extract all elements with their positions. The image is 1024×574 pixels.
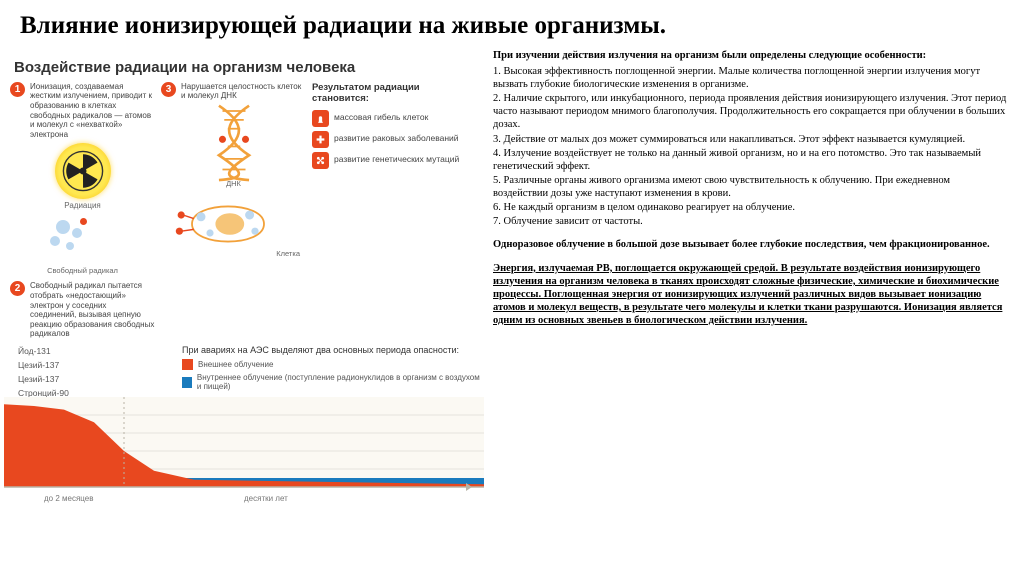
text-column: При изучении действия излучения на орган…	[485, 49, 1019, 343]
step-1: 1 Ионизация, создаваемая жестким излучен…	[10, 82, 155, 140]
legend-row-1: Внешнее облучение	[182, 359, 484, 370]
infographic-col-ionization: 1 Ионизация, создаваемая жестким излучен…	[10, 82, 155, 343]
bold-underlined-para: Энергия, излучаемая РВ, поглощается окру…	[493, 262, 1007, 328]
infographic-title: Воздействие радиации на организм человек…	[4, 53, 484, 80]
radiation-label: Радиация	[10, 201, 155, 210]
free-radical-label: Свободный радикал	[10, 266, 155, 275]
gene-icon	[312, 152, 329, 169]
bold-conclusion: Одноразовое облучение в большой дозе выз…	[493, 238, 1007, 251]
legend-swatch-internal	[182, 377, 192, 388]
cell-icon: Клетка	[161, 188, 306, 258]
plus-icon	[312, 131, 329, 148]
svg-text:десятки лет: десятки лет	[244, 494, 288, 503]
step-3-badge: 3	[161, 82, 176, 97]
aps-note: При авариях на АЭС выделяют два основных…	[182, 345, 484, 391]
free-radical-cluster	[10, 214, 155, 262]
aps-title: При авариях на АЭС выделяют два основных…	[182, 345, 484, 356]
step-2: 2 Свободный радикал пытается отобрать «н…	[10, 281, 155, 339]
table-row: Цезий-137	[12, 359, 75, 371]
point-4: 4. Излучение воздействует не только на д…	[493, 147, 1007, 173]
result-item-1: массовая гибель клеток	[312, 110, 477, 127]
lead-text: При изучении действия излучения на орган…	[493, 49, 1007, 62]
point-1: 1. Высокая эффективность поглощенной эне…	[493, 65, 1007, 91]
point-2: 2. Наличие скрытого, или инкубационного,…	[493, 92, 1007, 131]
legend-label-internal: Внутреннее облучение (поступление радион…	[197, 373, 484, 391]
infographic-upper-row: 1 Ионизация, создаваемая жестким излучен…	[4, 80, 484, 343]
dna-label: ДНК	[161, 179, 306, 188]
svg-text:до 2 месяцев: до 2 месяцев	[44, 494, 93, 503]
step-1-text: Ионизация, создаваемая жестким излучение…	[30, 82, 155, 140]
dna-icon	[161, 105, 306, 179]
result-2-label: развитие раковых заболеваний	[334, 134, 459, 144]
step-3: 3 Нарушается целостность клеток и молеку…	[161, 82, 306, 101]
isotope-table: Йод-131 Цезий-137 Цезий-137 Стронций-90	[10, 343, 77, 401]
results-title: Результатом радиации становится:	[312, 82, 477, 105]
result-item-3: развитие генетических мутаций	[312, 152, 477, 169]
point-6: 6. Не каждый организм в целом одинаково …	[493, 201, 1007, 214]
step-3-text: Нарушается целостность клеток и молекул …	[181, 82, 306, 101]
cell-label: Клетка	[276, 249, 300, 258]
table-row: Цезий-137	[12, 373, 75, 385]
result-3-label: развитие генетических мутаций	[334, 155, 459, 165]
infographic-col-results: Результатом радиации становится: массова…	[312, 82, 477, 343]
decay-chart: до 2 месяцев десятки лет	[4, 397, 484, 505]
step-2-badge: 2	[10, 281, 25, 296]
point-7: 7. Облучение зависит от частоты.	[493, 215, 1007, 228]
legend-row-2: Внутреннее облучение (поступление радион…	[182, 373, 484, 391]
point-3: 3. Действие от малых доз может суммирова…	[493, 133, 1007, 146]
infographic-col-dna: 3 Нарушается целостность клеток и молеку…	[161, 82, 306, 343]
infographic-column: Воздействие радиации на организм человек…	[0, 49, 485, 343]
result-item-2: развитие раковых заболеваний	[312, 131, 477, 148]
legend-label-external: Внешнее облучение	[198, 360, 273, 369]
radiation-icon	[55, 143, 111, 199]
step-2-text: Свободный радикал пытается отобрать «нед…	[30, 281, 155, 339]
result-1-label: массовая гибель клеток	[334, 113, 428, 123]
page-title: Влияние ионизирующей радиации на живые о…	[0, 0, 1024, 49]
grave-icon	[312, 110, 329, 127]
point-5: 5. Различные органы живого организма име…	[493, 174, 1007, 200]
infographic-card: Воздействие радиации на организм человек…	[4, 53, 484, 343]
legend-swatch-external	[182, 359, 193, 370]
table-row: Йод-131	[12, 345, 75, 357]
content-columns: Воздействие радиации на организм человек…	[0, 49, 1024, 343]
step-1-badge: 1	[10, 82, 25, 97]
